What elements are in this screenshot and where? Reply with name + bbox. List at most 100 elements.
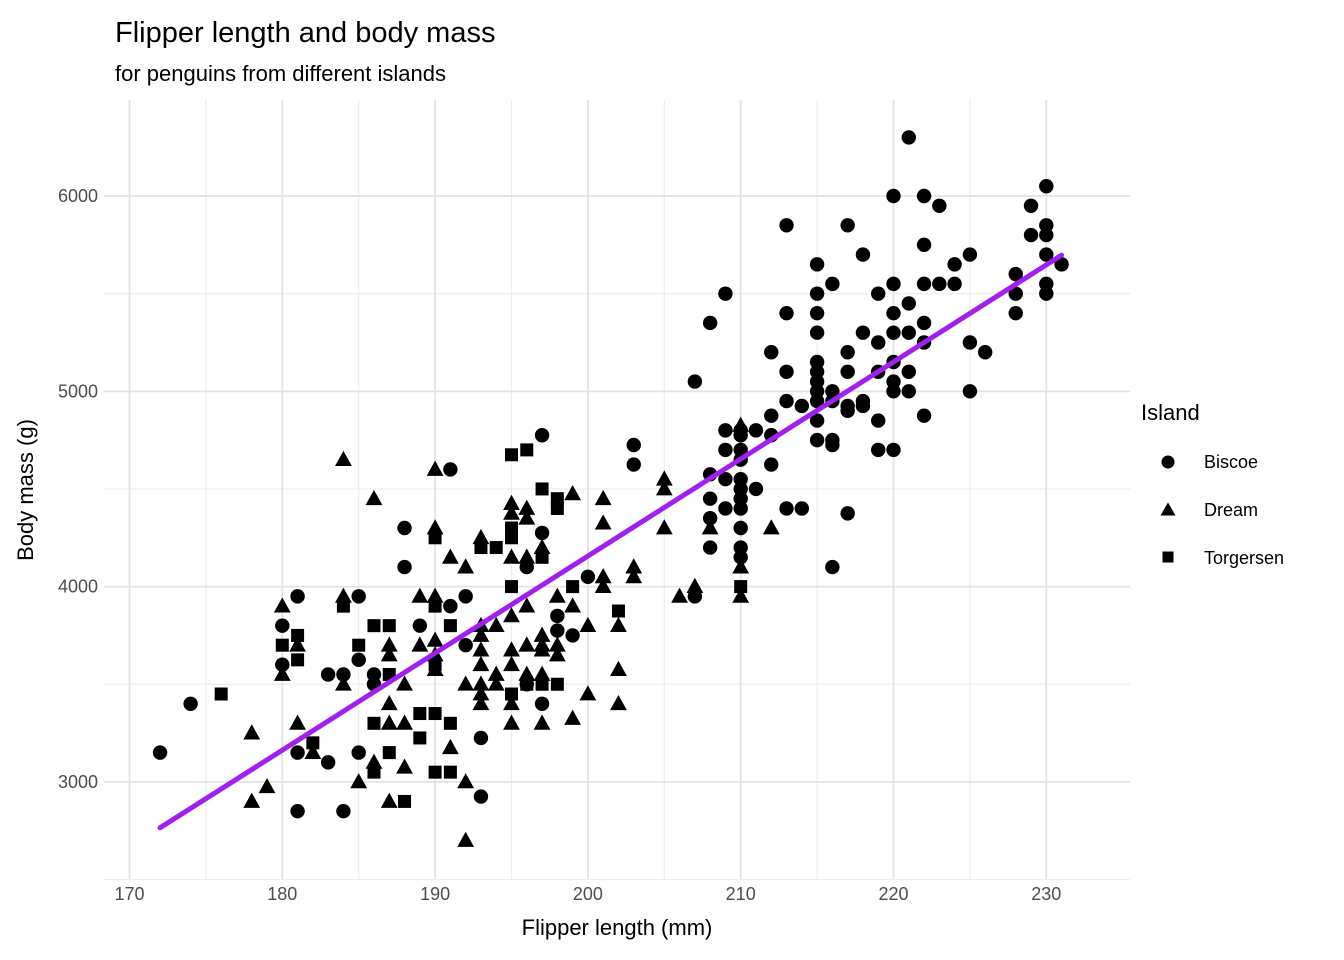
point-torgersen: [550, 501, 564, 515]
point-biscoe: [779, 218, 794, 233]
point-dream: [518, 509, 536, 525]
point-torgersen: [367, 619, 381, 633]
point-biscoe: [290, 745, 305, 760]
point-dream: [472, 685, 490, 701]
point-torgersen: [443, 765, 457, 779]
point-dream: [671, 587, 688, 603]
point-torgersen: [734, 580, 748, 594]
point-dream: [258, 777, 276, 794]
point-biscoe: [733, 501, 748, 516]
x-tick-label: 190: [420, 884, 450, 904]
point-dream: [289, 636, 306, 652]
point-biscoe: [443, 462, 458, 477]
point-torgersen: [474, 541, 488, 555]
point-torgersen: [489, 541, 503, 555]
circle-icon: [1161, 455, 1175, 469]
point-dream: [273, 597, 291, 613]
point-dream: [380, 646, 398, 662]
point-biscoe: [626, 457, 641, 472]
x-tick-label: 230: [1031, 884, 1061, 904]
x-tick-label: 200: [573, 884, 603, 904]
legend: Island Biscoe Dream Torgersen: [1141, 400, 1284, 568]
point-biscoe: [809, 286, 825, 301]
point-dream: [655, 470, 673, 486]
point-dream: [350, 773, 368, 789]
point-biscoe: [871, 286, 886, 301]
x-axis-title: Flipper length (mm): [522, 915, 713, 940]
point-biscoe: [534, 428, 550, 443]
point-torgersen: [505, 531, 518, 545]
point-biscoe: [809, 305, 825, 321]
legend-item-biscoe: Biscoe: [1161, 452, 1258, 472]
point-dream: [487, 616, 505, 633]
point-dream: [472, 675, 490, 691]
point-dream: [380, 636, 398, 652]
point-torgersen: [566, 580, 580, 594]
point-biscoe: [1023, 198, 1039, 213]
point-torgersen: [352, 638, 366, 652]
point-torgersen: [382, 619, 396, 633]
point-dream: [610, 616, 627, 633]
chart-title: Flipper length and body mass: [115, 17, 495, 49]
point-dream: [380, 714, 398, 730]
point-dream: [365, 489, 383, 506]
point-dream: [548, 587, 566, 603]
point-dream: [655, 519, 673, 535]
point-biscoe: [886, 188, 901, 204]
point-torgersen: [505, 521, 518, 535]
point-biscoe: [901, 296, 916, 311]
point-dream: [503, 548, 520, 564]
point-biscoe: [718, 442, 733, 458]
y-axis-title: Body mass (g): [13, 419, 38, 561]
point-biscoe: [825, 437, 840, 453]
point-dream: [594, 568, 612, 584]
point-dream: [503, 504, 520, 520]
point-biscoe: [886, 276, 901, 292]
point-biscoe: [809, 432, 825, 448]
point-dream: [610, 660, 627, 677]
point-biscoe: [1054, 257, 1069, 272]
point-dream: [594, 514, 612, 530]
point-biscoe: [916, 315, 932, 331]
point-torgersen: [413, 731, 427, 745]
point-dream: [503, 494, 520, 510]
point-biscoe: [336, 667, 351, 682]
point-biscoe: [397, 520, 412, 536]
point-dream: [518, 597, 536, 613]
point-biscoe: [916, 276, 932, 292]
point-biscoe: [1008, 266, 1023, 282]
point-biscoe: [275, 618, 290, 633]
point-torgersen: [413, 707, 427, 721]
point-biscoe: [779, 305, 794, 321]
point-biscoe: [886, 384, 901, 399]
point-torgersen: [550, 492, 564, 506]
point-dream: [579, 685, 597, 701]
point-dream: [518, 499, 536, 515]
point-biscoe: [779, 364, 794, 379]
point-biscoe: [397, 559, 412, 575]
point-dream: [503, 641, 520, 657]
point-dream: [518, 665, 536, 681]
point-dream: [548, 636, 566, 652]
point-biscoe: [473, 789, 489, 804]
point-dream: [503, 655, 520, 672]
square-icon: [1162, 551, 1174, 563]
point-dream: [503, 694, 520, 711]
point-biscoe: [901, 364, 916, 379]
point-biscoe: [840, 345, 855, 360]
point-biscoe: [855, 247, 871, 262]
point-biscoe: [901, 130, 916, 145]
point-biscoe: [855, 398, 871, 414]
point-dream: [335, 587, 352, 603]
point-torgersen: [306, 736, 320, 750]
point-biscoe: [718, 471, 733, 487]
point-torgersen: [535, 677, 549, 691]
point-torgersen: [428, 531, 442, 545]
point-dream: [594, 489, 612, 506]
point-torgersen: [443, 619, 457, 633]
point-torgersen: [367, 716, 381, 730]
point-biscoe: [748, 423, 764, 438]
point-torgersen: [428, 765, 442, 779]
point-dream: [732, 558, 750, 574]
